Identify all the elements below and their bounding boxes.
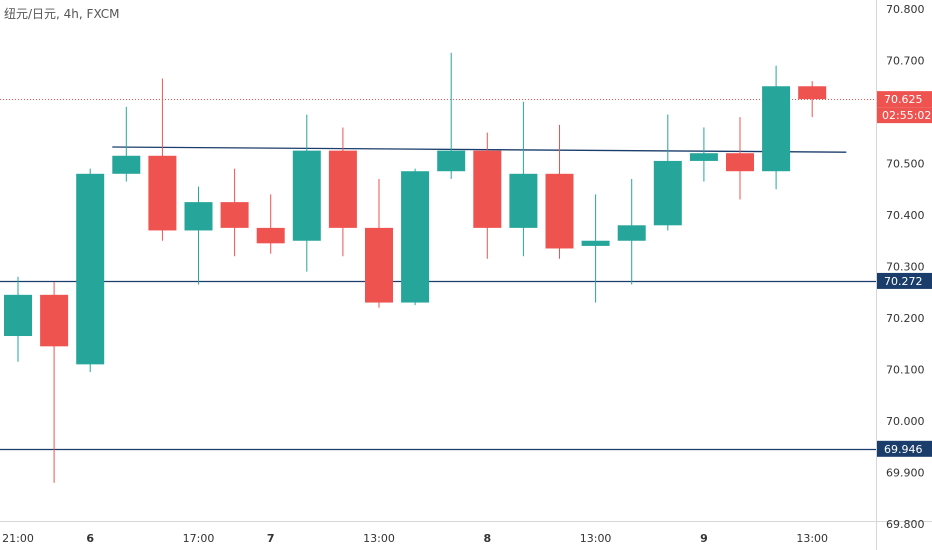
candle-4 xyxy=(112,106,141,182)
candle-body xyxy=(617,225,646,241)
candle-9 xyxy=(292,114,321,272)
candle-body xyxy=(726,153,754,172)
candle-body xyxy=(798,86,827,100)
candle-2 xyxy=(40,281,69,483)
candle-13 xyxy=(437,52,466,179)
line-price-badge-2: 69.946 xyxy=(884,443,923,456)
candle-body xyxy=(148,155,177,231)
candle-body xyxy=(256,227,285,244)
y-tick-label: 70.500 xyxy=(886,158,925,171)
candle-body xyxy=(292,150,321,241)
candle-body xyxy=(509,173,538,228)
x-tick-label: 8 xyxy=(483,532,491,545)
y-tick-label: 70.100 xyxy=(886,364,925,377)
candle-body xyxy=(762,86,791,172)
line-price-badge-1: 70.272 xyxy=(884,275,923,288)
y-tick-label: 69.800 xyxy=(886,518,925,531)
candle-body xyxy=(401,171,430,303)
candle-body xyxy=(40,294,69,347)
x-tick-label: 21:00 xyxy=(2,532,34,545)
candle-8 xyxy=(256,194,285,254)
x-tick-label: 17:00 xyxy=(183,532,215,545)
y-tick-label: 70.300 xyxy=(886,261,925,274)
line-price-badge-1-bg xyxy=(877,272,932,289)
candle-18 xyxy=(617,178,646,285)
candle-12 xyxy=(401,168,430,306)
candle-1 xyxy=(4,276,32,362)
candle-body xyxy=(220,202,249,228)
y-tick-label: 70.400 xyxy=(886,209,925,222)
candle-3 xyxy=(76,168,105,373)
x-tick-label: 7 xyxy=(267,532,275,545)
x-tick-label: 13:00 xyxy=(580,532,612,545)
candle-body xyxy=(689,153,718,161)
candle-21 xyxy=(726,117,754,200)
current-price-badge-bg xyxy=(877,91,932,108)
candle-20 xyxy=(689,127,718,182)
trend-line xyxy=(112,146,847,153)
candle-15 xyxy=(509,101,538,257)
x-tick-label: 13:00 xyxy=(363,532,395,545)
x-tick-label: 6 xyxy=(86,532,94,545)
candle-17 xyxy=(581,194,610,303)
candle-body xyxy=(473,150,502,228)
candle-body xyxy=(437,150,466,172)
candle-body xyxy=(184,202,213,231)
candle-5 xyxy=(148,78,177,241)
candle-19 xyxy=(653,114,682,231)
candle-body xyxy=(545,173,574,249)
candle-14 xyxy=(473,132,502,259)
candle-body xyxy=(112,155,141,174)
candle-body xyxy=(581,240,610,246)
line-price-badge-2-bg xyxy=(877,440,932,457)
candle-body xyxy=(4,294,32,337)
candle-body xyxy=(328,150,357,228)
x-tick-label: 9 xyxy=(700,532,708,545)
x-tick-label: 13:00 xyxy=(796,532,828,545)
y-tick-label: 70.200 xyxy=(886,312,925,325)
candle-10 xyxy=(328,127,357,257)
candle-body xyxy=(76,173,105,365)
candle-22 xyxy=(762,65,791,190)
y-tick-label: 69.900 xyxy=(886,467,925,480)
y-tick-label: 70.800 xyxy=(886,3,925,16)
candle-23 xyxy=(798,81,827,118)
y-tick-label: 70.700 xyxy=(886,55,925,68)
y-tick-label: 70.000 xyxy=(886,415,925,428)
countdown-badge: 02:55:02 xyxy=(882,109,931,122)
candle-6 xyxy=(184,186,213,285)
plot-area xyxy=(0,52,876,483)
candle-7 xyxy=(220,168,249,257)
current-price-badge: 70.625 xyxy=(884,93,923,106)
candle-16 xyxy=(545,124,574,259)
candle-body xyxy=(653,160,682,226)
symbol-label: 纽元/日元, 4h, FXCM xyxy=(4,7,120,21)
candle-11 xyxy=(365,178,393,308)
candle-body xyxy=(365,227,393,303)
countdown-badge-bg xyxy=(877,107,932,124)
